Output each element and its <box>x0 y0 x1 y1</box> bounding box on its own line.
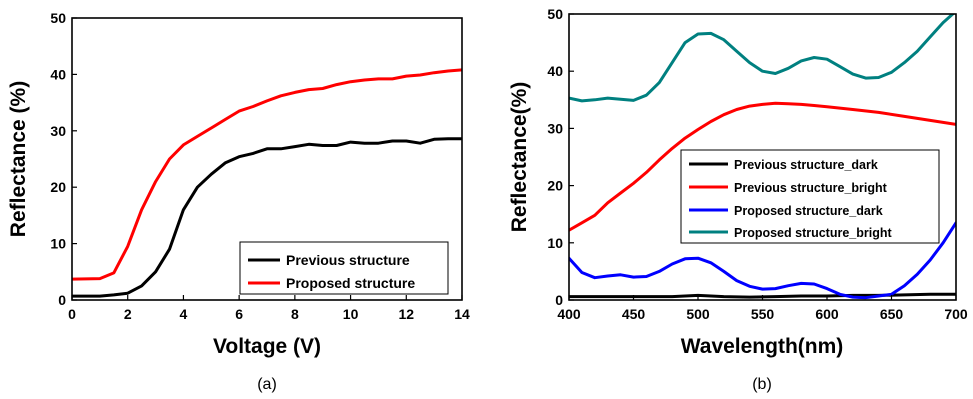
x-tick-label-b-450: 450 <box>622 306 646 322</box>
x-tick-label-b-600: 600 <box>815 306 839 322</box>
legend-a: Previous structure Proposed structure <box>239 241 449 295</box>
y-tick-label-b-30: 30 <box>547 120 563 136</box>
series-line-proposed-structure-bright <box>569 14 956 103</box>
legend-label-proposed-bright: Proposed structure_bright <box>734 226 892 240</box>
y-tick-label-a-10: 10 <box>50 236 66 252</box>
legend-label-proposed-structure: Proposed structure <box>286 275 415 291</box>
x-tick-label-b-700: 700 <box>944 306 968 322</box>
x-tick-label-a-8: 8 <box>291 306 299 322</box>
series-line-previous-structure-bright <box>569 101 956 232</box>
x-axis-label-b: Wavelength(nm) <box>681 335 844 358</box>
x-tick-label-a-12: 12 <box>398 306 414 322</box>
x-tick-label-b-550: 550 <box>751 306 775 322</box>
x-tick-label-b-650: 650 <box>880 306 904 322</box>
y-tick-label-a-0: 0 <box>58 292 66 308</box>
x-tick-label-a-14: 14 <box>454 306 470 322</box>
y-tick-label-a-40: 40 <box>50 66 66 82</box>
legend-label-previous-structure: Previous structure <box>286 252 410 268</box>
chart-panel-a: 0 2 4 6 8 10 12 14 0 10 20 30 40 50 Voltage (V) Refle… <box>7 10 470 393</box>
x-tick-label-a-2: 2 <box>124 306 132 322</box>
y-axis-label-a: Reflectance (%) <box>7 81 30 237</box>
chart-panel-b: 400 450 500 550 600 650 700 0 10 20 30 40 50 Wavelen… <box>508 6 968 393</box>
legend-label-proposed-dark: Proposed structure_dark <box>734 204 883 218</box>
series-line-previous-structure <box>72 137 462 298</box>
ticks-layer-b: 400 450 500 550 600 650 700 0 10 20 30 40 50 <box>547 6 967 322</box>
panel-label-b: (b) <box>752 376 772 393</box>
legend-label-previous-dark: Previous structure_dark <box>734 158 878 172</box>
y-tick-label-b-50: 50 <box>547 6 563 22</box>
x-tick-label-a-4: 4 <box>180 306 188 322</box>
legend-b: Previous structure_dark Previous structu… <box>680 149 940 244</box>
y-tick-label-b-20: 20 <box>547 178 563 194</box>
y-tick-label-a-50: 50 <box>50 10 66 26</box>
ticks-layer-a: 0 2 4 6 8 10 12 14 0 10 20 30 40 50 <box>50 10 470 322</box>
y-tick-label-b-40: 40 <box>547 63 563 79</box>
plot-frame-a <box>71 17 463 301</box>
y-tick-label-a-20: 20 <box>50 179 66 195</box>
series-line-proposed-structure <box>72 68 462 281</box>
legend-box-a <box>239 241 449 295</box>
series-layer-a <box>72 68 462 298</box>
y-tick-label-b-0: 0 <box>555 292 563 308</box>
x-axis-label-a: Voltage (V) <box>213 335 321 358</box>
legend-label-previous-bright: Previous structure_bright <box>734 181 888 195</box>
x-tick-label-a-6: 6 <box>235 306 243 322</box>
x-tick-label-a-10: 10 <box>343 306 359 322</box>
x-tick-label-b-500: 500 <box>686 306 710 322</box>
x-tick-label-b-400: 400 <box>557 306 581 322</box>
y-tick-label-b-10: 10 <box>547 235 563 251</box>
panel-label-a: (a) <box>257 376 277 393</box>
x-tick-label-a-0: 0 <box>68 306 76 322</box>
y-tick-label-a-30: 30 <box>50 123 66 139</box>
y-axis-label-b: Reflectance(%) <box>508 82 531 233</box>
series-line-proposed-structure-dark <box>569 221 956 300</box>
